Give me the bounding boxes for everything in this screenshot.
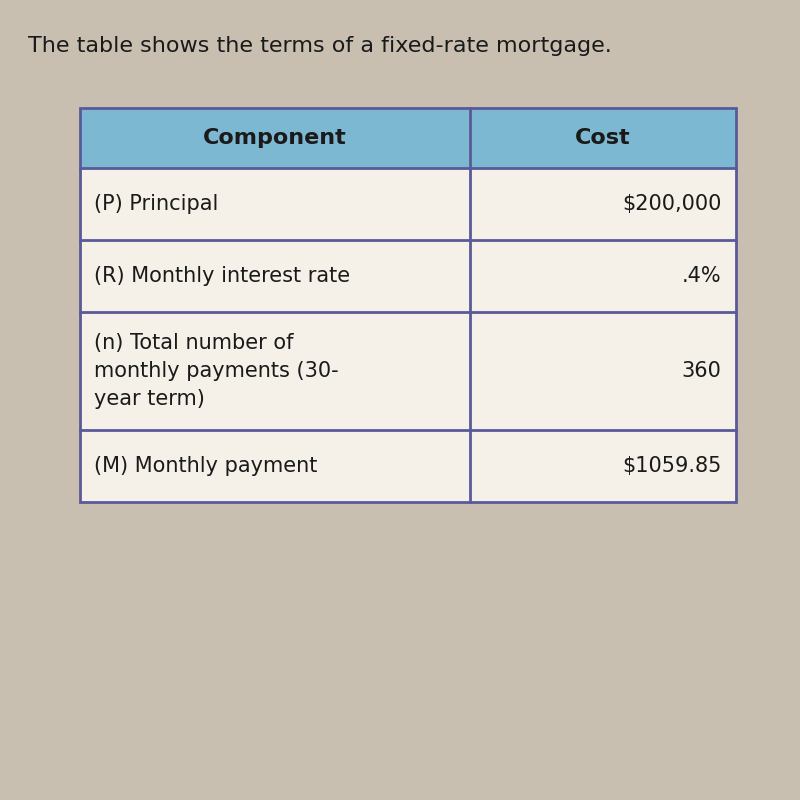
- Text: The table shows the terms of a fixed-rate mortgage.: The table shows the terms of a fixed-rat…: [28, 36, 612, 56]
- Text: (n) Total number of
monthly payments (30-
year term): (n) Total number of monthly payments (30…: [94, 333, 339, 409]
- Text: Cost: Cost: [575, 128, 631, 148]
- Text: $200,000: $200,000: [622, 194, 722, 214]
- Bar: [80, 240, 736, 312]
- Bar: [80, 108, 736, 168]
- Text: .4%: .4%: [682, 266, 722, 286]
- Text: Component: Component: [203, 128, 347, 148]
- Bar: [80, 430, 736, 502]
- Text: (R) Monthly interest rate: (R) Monthly interest rate: [94, 266, 350, 286]
- Text: (M) Monthly payment: (M) Monthly payment: [94, 456, 318, 476]
- Text: (P) Principal: (P) Principal: [94, 194, 218, 214]
- Bar: [80, 168, 736, 240]
- Text: $1059.85: $1059.85: [622, 456, 722, 476]
- Text: 360: 360: [682, 361, 722, 381]
